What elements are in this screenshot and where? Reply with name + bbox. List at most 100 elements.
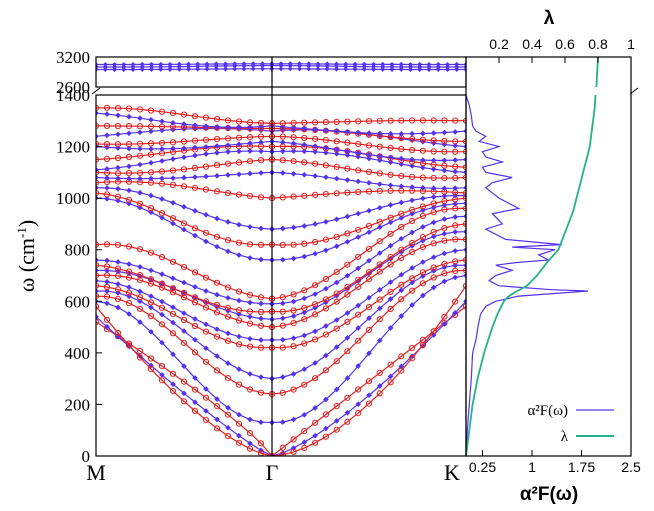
- dispersion-point: [96, 195, 99, 201]
- dispersion-point: [430, 219, 437, 226]
- dispersion-point: [213, 188, 221, 195]
- dispersion-point: [126, 113, 132, 120]
- dispersion-point: [430, 228, 437, 236]
- dispersion-point: [430, 328, 437, 335]
- dispersion-point: [181, 145, 187, 152]
- dispersion-point: [452, 229, 459, 235]
- dispersion-point: [224, 160, 232, 167]
- dispersion-point: [213, 403, 221, 410]
- dispersion-point: [180, 398, 188, 405]
- dispersion-point: [136, 169, 144, 176]
- dispersion-point: [247, 416, 253, 423]
- dispersion-point: [301, 411, 308, 418]
- dispersion-point: [147, 151, 155, 158]
- dispersion-point: [430, 194, 437, 200]
- dispersion-point: [366, 350, 372, 357]
- dispersion-point: [225, 424, 231, 431]
- dispersion-point: [333, 190, 340, 197]
- dispersion-point: [115, 164, 121, 171]
- dispersion-point: [301, 309, 308, 316]
- dispersion-point: [344, 261, 351, 268]
- dispersion-point: [387, 214, 394, 221]
- dispersion-point: [355, 118, 362, 125]
- dispersion-point: [235, 288, 243, 295]
- dispersion-point: [96, 267, 99, 274]
- dispersion-point: [279, 157, 286, 164]
- dispersion-point: [137, 319, 143, 325]
- dispersion-branch: [271, 305, 466, 456]
- dispersion-point: [257, 294, 265, 301]
- dispersion-point: [312, 375, 319, 382]
- dispersion-point: [376, 130, 383, 137]
- dispersion-point: [137, 161, 143, 168]
- high-branch-point: [195, 61, 201, 67]
- dispersion-point: [225, 148, 231, 155]
- dispersion-point: [376, 268, 383, 275]
- dispersion-point: [376, 296, 383, 303]
- dispersion-point: [235, 159, 243, 166]
- dispersion-point: [344, 409, 351, 416]
- dispersion-branch: [96, 135, 273, 145]
- dispersion-point: [441, 230, 448, 237]
- dispersion-point: [366, 179, 372, 186]
- dispersion-point: [213, 162, 221, 169]
- dispersion-point: [365, 222, 373, 229]
- dispersion-branch: [271, 238, 466, 328]
- dispersion-point: [192, 375, 198, 381]
- dispersion-point: [96, 166, 99, 173]
- dispersion-point: [365, 245, 373, 252]
- y-tick-label: 400: [65, 344, 91, 363]
- dispersion-point: [202, 186, 210, 193]
- dispersion-point: [452, 157, 459, 163]
- dispersion-point: [258, 256, 264, 263]
- dispersion-point: [115, 175, 121, 182]
- dispersion-point: [355, 253, 362, 260]
- dispersion-point: [452, 274, 459, 281]
- dispersion-point: [225, 360, 231, 367]
- dispersion-point: [125, 196, 133, 203]
- dispersion-point: [452, 129, 459, 135]
- dispersion-point: [104, 185, 110, 191]
- dispersion-point: [257, 133, 265, 140]
- dispersion-point: [463, 200, 466, 207]
- dispersion-point: [387, 154, 394, 161]
- dispersion-point: [333, 325, 340, 332]
- dispersion-point: [355, 265, 362, 272]
- dispersion-point: [420, 130, 426, 137]
- dispersion-point: [180, 378, 188, 385]
- dispersion-point: [312, 135, 319, 142]
- dispersion-point: [290, 148, 297, 154]
- dispersion-point: [148, 159, 154, 166]
- top-tick-label: 0.6: [555, 36, 575, 52]
- dispersion-point: [191, 113, 199, 120]
- axes: [91, 56, 639, 457]
- dispersion-point: [257, 344, 265, 351]
- eliashberg-curves: [466, 57, 599, 456]
- dispersion-point: [224, 313, 232, 320]
- dispersion-point: [192, 232, 198, 239]
- dispersion-point: [236, 432, 242, 439]
- dispersion-point: [279, 256, 286, 263]
- dispersion-point: [247, 299, 253, 306]
- dispersion-point: [103, 293, 111, 300]
- dispersion-point: [366, 270, 372, 277]
- dispersion-point: [115, 259, 121, 265]
- dispersion-point: [463, 246, 466, 253]
- dispersion-point: [420, 184, 426, 191]
- dispersion-point: [365, 326, 373, 333]
- dispersion-point: [225, 219, 231, 225]
- dispersion-point: [290, 241, 297, 248]
- dispersion-point: [463, 184, 466, 191]
- dispersion-point: [290, 224, 297, 231]
- dispersion-branch: [96, 285, 272, 349]
- dispersion-point: [398, 215, 405, 221]
- dispersion-point: [246, 445, 254, 452]
- dispersion-point: [148, 128, 154, 135]
- dispersion-point: [290, 343, 297, 350]
- dispersion-point: [312, 221, 318, 227]
- dispersion-point: [312, 336, 319, 343]
- dispersion-point: [148, 267, 154, 274]
- dispersion-point: [147, 140, 155, 147]
- dispersion-point: [246, 343, 254, 350]
- dispersion-point: [333, 317, 340, 323]
